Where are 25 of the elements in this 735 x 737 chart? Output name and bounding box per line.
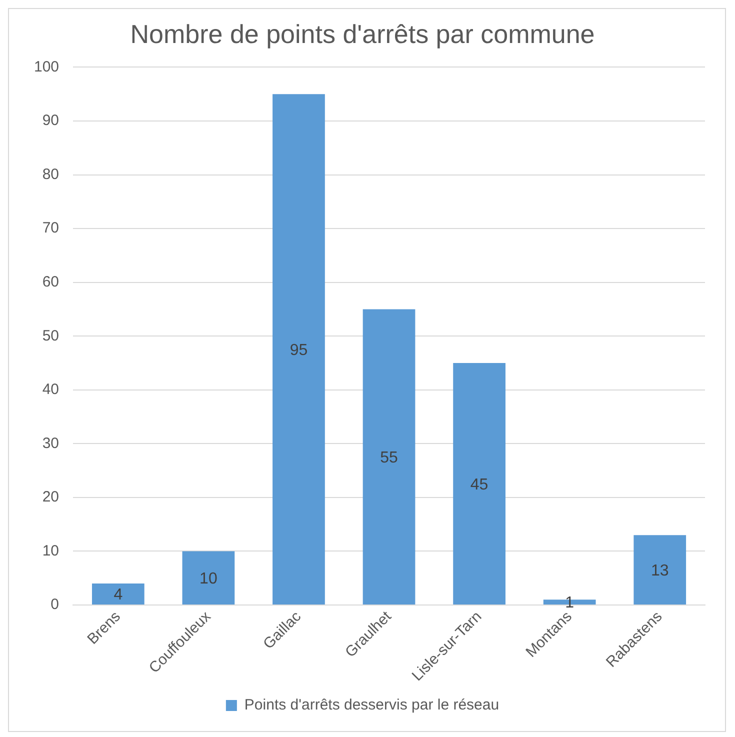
y-tick-label: 80 <box>42 166 60 183</box>
chart-title: Nombre de points d'arrêts par commune <box>130 18 595 49</box>
data-label: 4 <box>114 586 123 604</box>
bar <box>634 535 686 605</box>
y-tick-label: 40 <box>42 381 60 398</box>
y-tick-label: 0 <box>50 596 60 614</box>
y-tick-label: 100 <box>34 58 60 76</box>
data-label: 95 <box>290 342 308 359</box>
y-tick-label: 30 <box>42 434 60 452</box>
y-tick-label: 20 <box>42 488 60 506</box>
data-label: 55 <box>380 450 398 467</box>
y-tick-label: 70 <box>42 220 60 237</box>
y-tick-label: 10 <box>42 542 60 560</box>
y-tick-label: 90 <box>42 112 60 130</box>
data-label: 45 <box>470 476 488 494</box>
bar <box>272 94 325 605</box>
bar <box>453 363 506 605</box>
bar <box>92 584 144 605</box>
data-label: 13 <box>650 562 669 580</box>
y-tick-label: 60 <box>42 273 60 290</box>
bar <box>362 309 416 605</box>
bar <box>182 551 235 605</box>
data-label: 10 <box>200 570 218 588</box>
y-tick-label: 50 <box>42 327 60 344</box>
legend-label: Points d'arrêts desservis par le réseau <box>244 696 500 714</box>
